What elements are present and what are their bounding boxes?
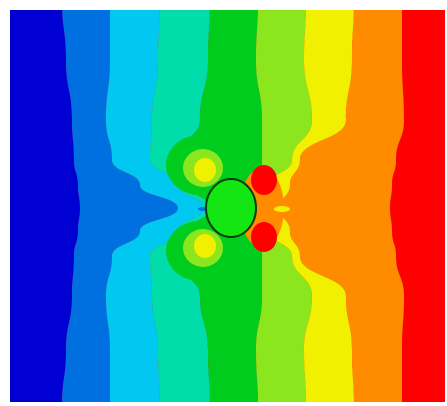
contour-band-7 — [280, 10, 404, 402]
near-field-lobes — [166, 135, 290, 281]
contour-band-2 — [106, 10, 204, 402]
contour-band-3 — [150, 10, 210, 402]
lower-left-lobe — [194, 234, 216, 258]
upper-right-lobe — [251, 165, 277, 195]
upper-left-lobe — [194, 158, 216, 182]
contour-band-6 — [260, 10, 354, 402]
contour-band-5 — [256, 10, 312, 402]
right-yellow-dash — [274, 206, 290, 212]
contour-band-1 — [62, 10, 178, 402]
cylinder-obstacle — [205, 178, 257, 238]
contour-band-0 — [10, 10, 80, 402]
lower-right-lobe — [251, 222, 277, 252]
